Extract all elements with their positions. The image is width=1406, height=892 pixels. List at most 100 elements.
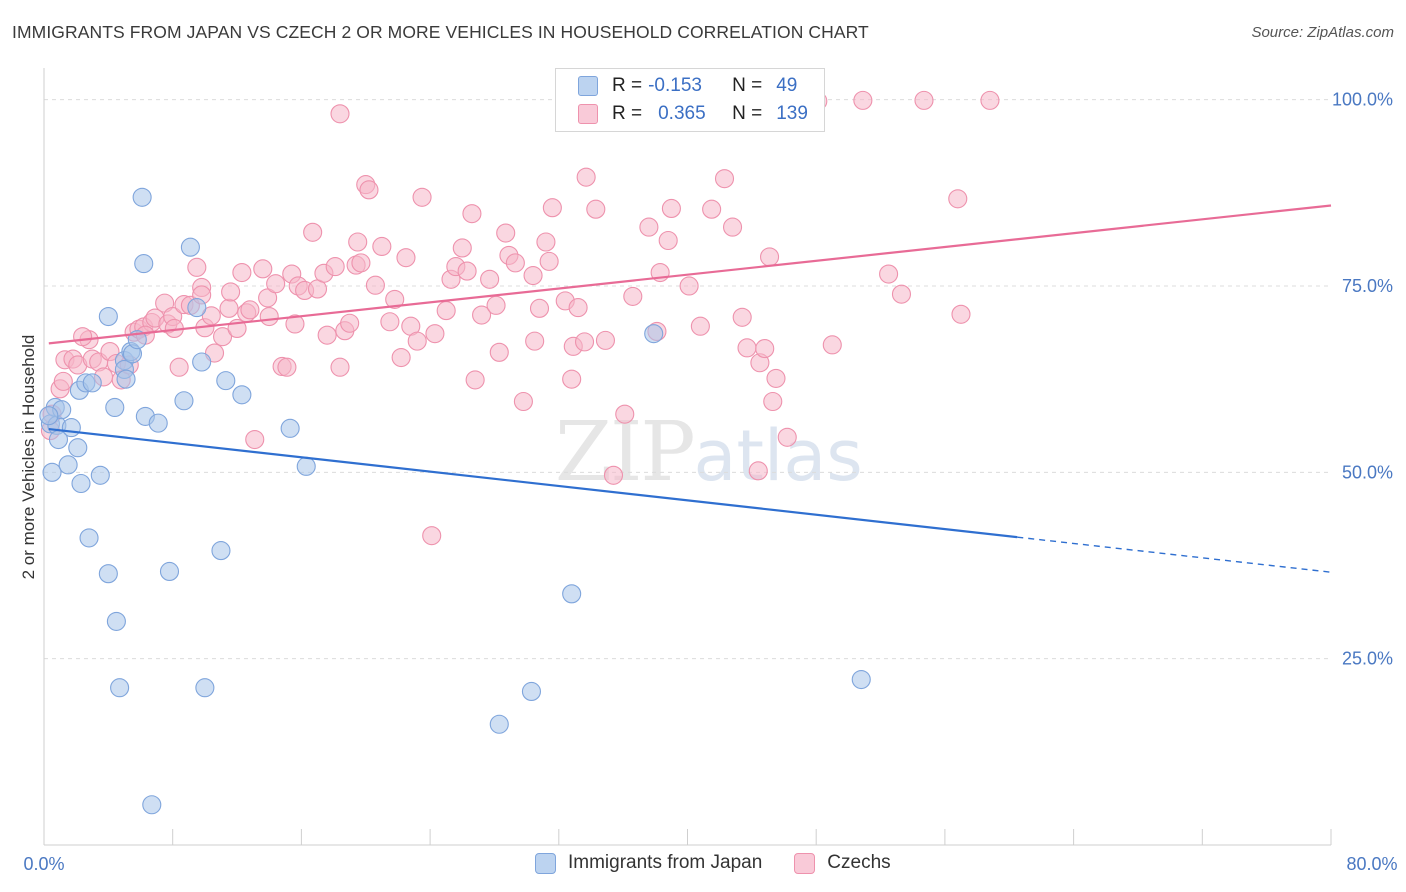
czechs-point [396,248,416,268]
czechs-point [277,357,297,377]
czechs-point [505,253,525,273]
czechs-point [523,265,543,286]
source-label: Source: ZipAtlas.com [1251,24,1394,41]
japan-trend-extension [1017,536,1332,573]
czechs-point [372,236,392,257]
legend-item-czechs[interactable]: Czechs [794,852,891,874]
czechs-point [536,232,556,252]
japan-point [110,678,130,698]
r-value: 0.365 [658,103,706,124]
czechs-point [914,90,934,110]
n-value: 139 [776,103,808,124]
r-label: R = [612,103,643,124]
czechs-point [348,232,368,252]
czechs-point [722,217,743,237]
czechs-point [245,429,265,450]
czechs-point [562,369,582,389]
czechs-point [763,391,783,412]
czechs-point [822,335,842,355]
japan-point [280,418,300,438]
watermark-atlas: atlas [693,415,863,497]
czechs-point [391,347,411,368]
n-label: N = [732,75,763,96]
japan-point [79,528,99,548]
czechs-point [679,276,699,296]
czechs-point [525,331,545,351]
japan-point [39,406,59,426]
czechs-point [948,189,968,209]
japan-point [90,465,110,485]
czechs-point [240,300,260,320]
czechs-point [365,275,385,295]
czechs-trend-line [48,204,1332,345]
r-value: -0.153 [648,75,702,96]
czechs-point [766,368,786,388]
czechs-point [639,217,659,237]
czechs-point [513,391,533,412]
czechs-point [661,198,681,219]
japan-point [192,352,212,372]
czechs-point [221,282,241,302]
czechs-point [259,306,279,327]
japan-point [105,397,125,418]
japan-point [106,611,126,631]
czechs-point [285,314,305,334]
czechs-point [412,187,432,207]
czechs-point [737,338,757,358]
japan-point [61,418,81,438]
czechs-point [422,526,442,546]
czechs-point [325,257,345,277]
japan-point [521,681,542,702]
japan-point [195,678,215,698]
czechs-point [732,307,752,327]
czechs-point [496,223,516,243]
japan-point [562,584,582,604]
japan-point [71,473,91,494]
czechs-point [576,167,596,187]
czechs-point [472,305,492,325]
japan-point [159,561,180,581]
czechs-point [891,284,912,304]
japan-point [116,369,136,389]
czechs-point [53,371,73,391]
x-ticks [172,829,1332,845]
japan-point [98,306,118,327]
czechs-point [615,404,635,424]
n-value: 49 [776,75,798,96]
japan-point [644,324,664,344]
czechs-point [748,461,768,481]
czechs-point [702,199,722,219]
y-tick-label: 25.0% [1342,649,1393,669]
japan-point [211,541,231,561]
czechs-point [317,325,337,345]
japan-point [296,456,316,476]
czechs-point [385,289,405,309]
japan-point [58,455,78,475]
chart-title: IMMIGRANTS FROM JAPAN VS CZECH 2 OR MORE… [12,22,869,42]
y-axis-label: 2 or more Vehicles in Household [19,335,38,580]
n-label: N = [732,103,763,124]
japan-point [142,795,162,815]
legend-item-japan[interactable]: Immigrants from Japan [535,852,762,874]
axes [43,68,1331,846]
czechs-point [568,298,588,318]
czechs-point [457,261,477,281]
y-tick-label: 75.0% [1342,276,1393,296]
japan-point [132,187,152,207]
trend-lines [48,204,1332,573]
czechs-point [351,253,371,273]
japan-point [148,413,168,433]
stats-row-czechs: R = 0.365 N = 139 [578,101,808,127]
japan-trend-line [48,427,1018,539]
czechs-point [436,301,456,321]
japan-legend-swatch [535,852,556,874]
grid-lines [44,99,1331,660]
czechs-point [303,222,323,242]
data-points [39,90,1000,815]
czechs-point [586,199,606,219]
czechs-point [755,339,775,359]
czechs-point [452,238,472,258]
legend-label-japan: Immigrants from Japan [568,852,763,873]
czechs-point [462,204,482,224]
